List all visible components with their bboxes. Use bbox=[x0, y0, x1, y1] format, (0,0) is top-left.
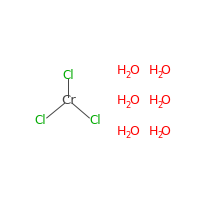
Text: Cr: Cr bbox=[61, 95, 76, 108]
Text: H: H bbox=[149, 64, 158, 77]
Text: 2: 2 bbox=[126, 71, 131, 80]
Text: H: H bbox=[149, 95, 158, 108]
Text: H: H bbox=[117, 64, 127, 77]
Text: 2: 2 bbox=[158, 101, 163, 110]
Text: 2: 2 bbox=[158, 131, 163, 140]
Text: H: H bbox=[117, 95, 127, 108]
Text: 2: 2 bbox=[158, 71, 163, 80]
Text: O: O bbox=[161, 95, 170, 108]
Text: O: O bbox=[129, 125, 139, 138]
Text: O: O bbox=[129, 95, 139, 108]
Text: H: H bbox=[117, 125, 127, 138]
Text: Cl: Cl bbox=[63, 69, 74, 82]
Text: O: O bbox=[161, 64, 170, 77]
Text: 2: 2 bbox=[126, 131, 131, 140]
Text: Cl: Cl bbox=[90, 114, 101, 127]
Text: H: H bbox=[149, 125, 158, 138]
Text: Cl: Cl bbox=[35, 114, 46, 127]
Text: 2: 2 bbox=[126, 101, 131, 110]
Text: O: O bbox=[129, 64, 139, 77]
Text: O: O bbox=[161, 125, 170, 138]
